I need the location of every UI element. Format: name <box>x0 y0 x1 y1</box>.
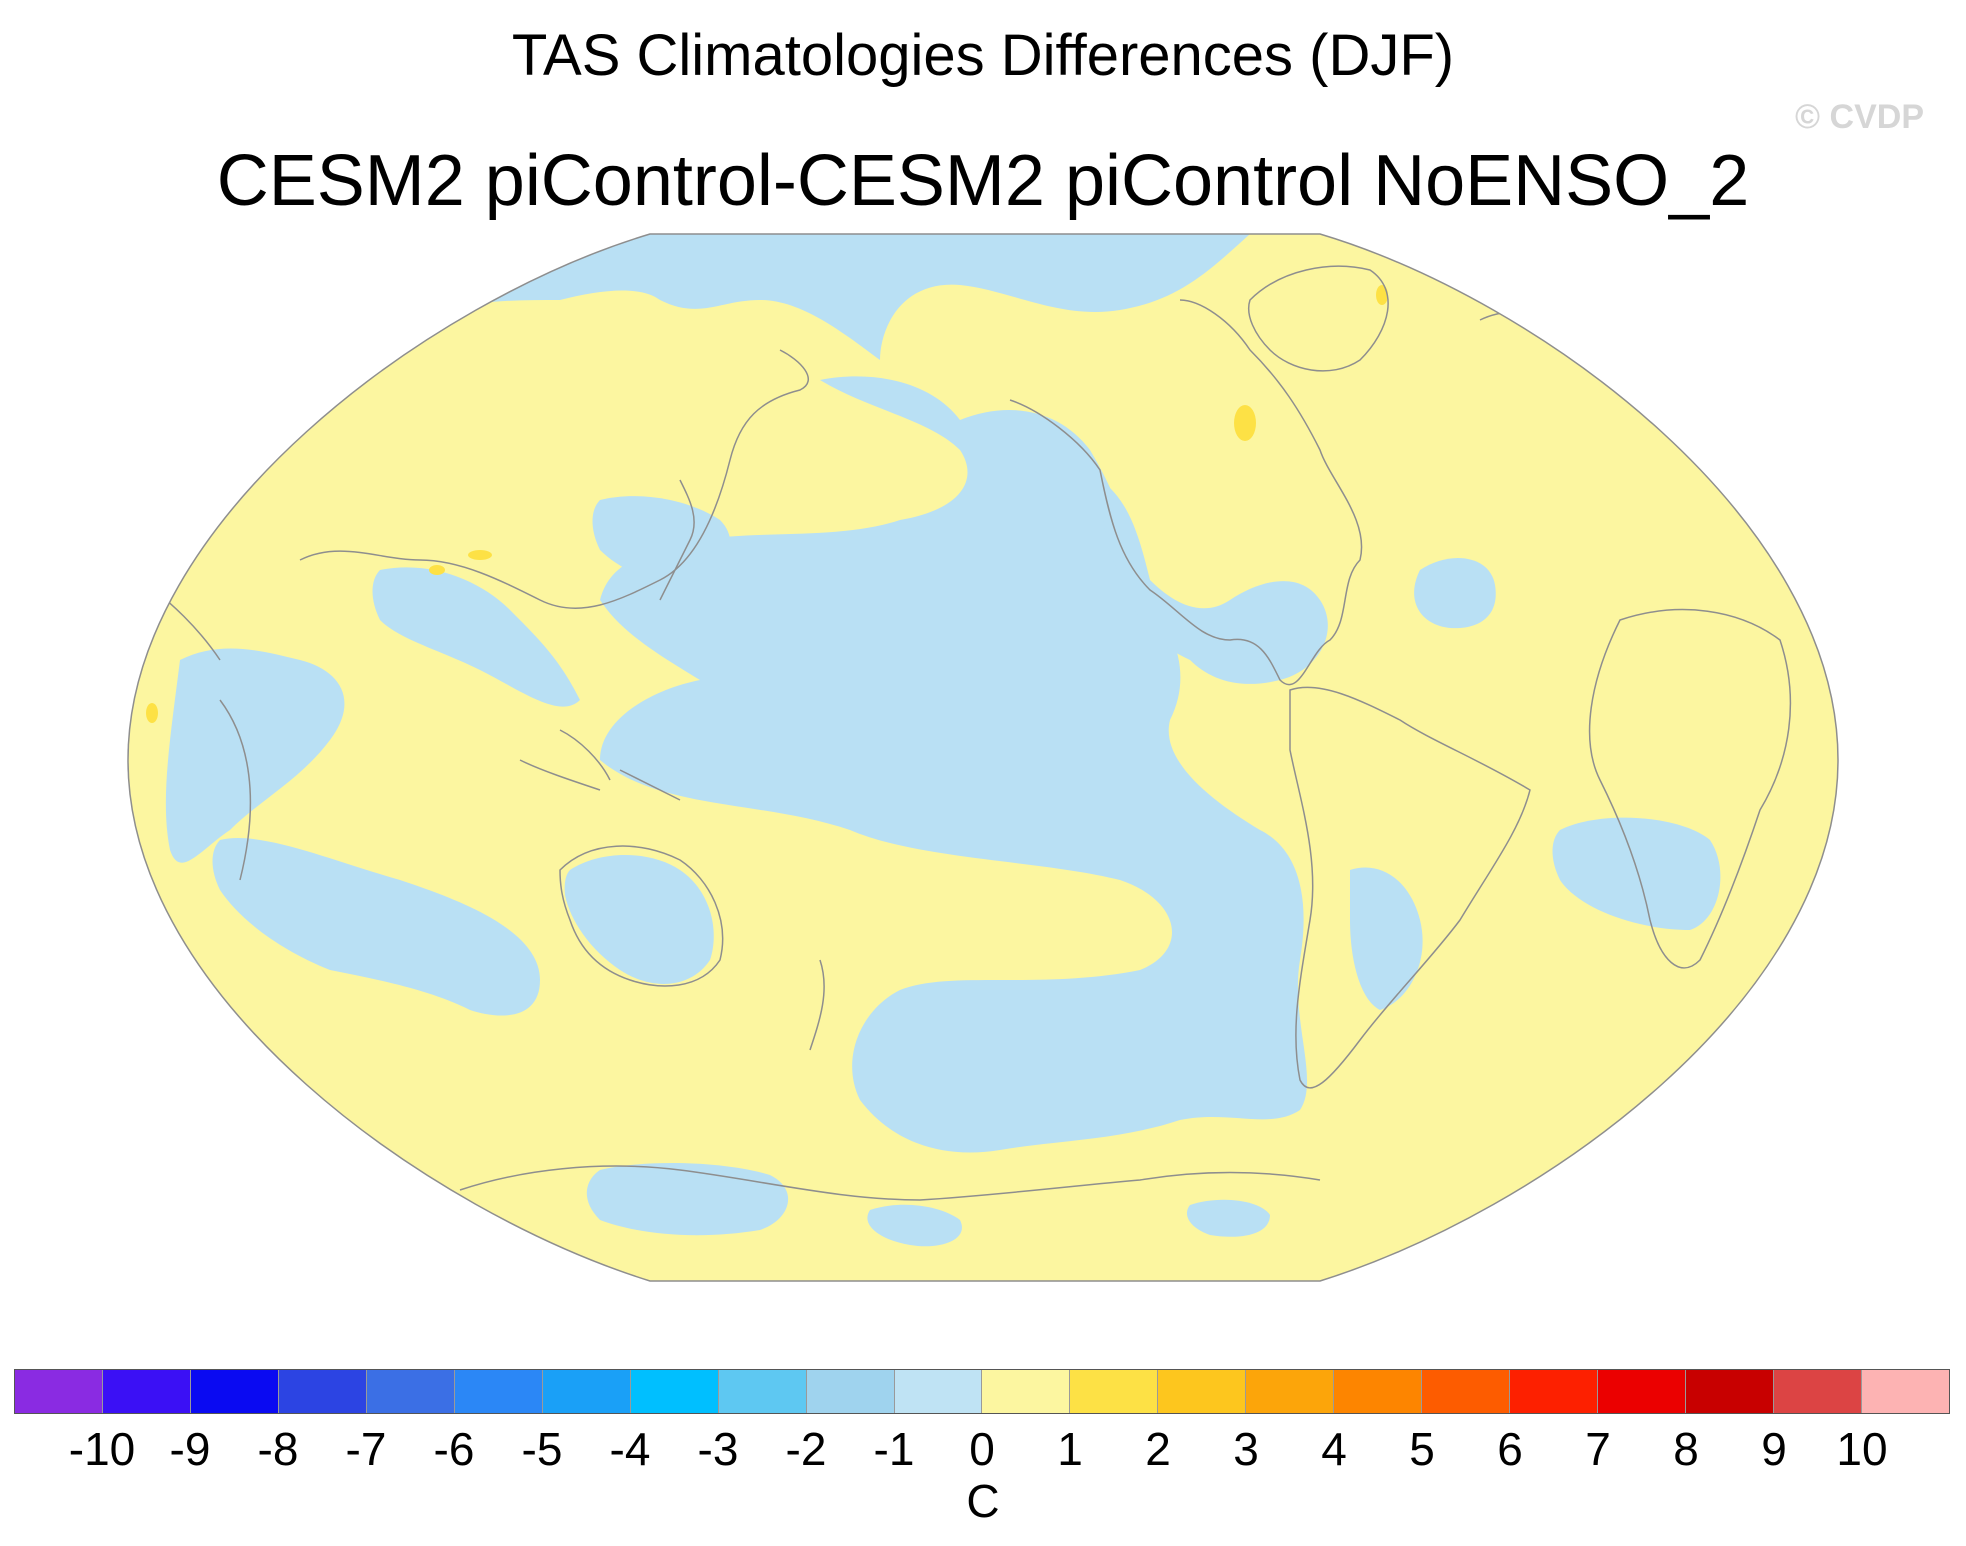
south-atlantic-cool-region <box>1552 817 1721 930</box>
colorbar-tick: 8 <box>1673 1423 1699 1475</box>
asia-warm-spot <box>429 565 445 575</box>
chart-title: TAS Climatologies Differences (DJF) <box>511 23 1455 88</box>
globe-outline <box>127 233 1839 1282</box>
coastlines <box>139 265 1792 1201</box>
colorbar-tick: 9 <box>1761 1423 1787 1475</box>
africa-coastline <box>1588 608 1792 969</box>
southern-ocean-cool-region <box>586 1163 789 1236</box>
chart-subtitle: CESM2 piControl-CESM2 piControl NoENSO_2 <box>216 141 1750 221</box>
arctic-cool-region <box>439 234 1250 360</box>
colorbar-box <box>1773 1370 1862 1413</box>
indian-ocean-cool-region <box>165 648 345 863</box>
colorbar-box <box>1333 1370 1422 1413</box>
warming-spots <box>146 285 1388 723</box>
north-atlantic-cool-region <box>1414 558 1496 629</box>
colorbar-box <box>541 1370 630 1413</box>
new-zealand-coastline <box>809 959 825 1051</box>
colorbar-tick: 10 <box>1836 1423 1888 1475</box>
colorbar-box <box>277 1370 366 1413</box>
colorbar-box <box>1861 1370 1949 1413</box>
tibet-warm-spot <box>468 550 492 560</box>
colorbar-tick: 0 <box>969 1423 995 1475</box>
africa-warm-spot <box>146 703 158 723</box>
indonesia-coastline <box>519 729 681 801</box>
colorbar-tick: -6 <box>433 1423 475 1475</box>
south-america-coastline <box>1289 686 1531 1089</box>
cooling-regions <box>165 234 1721 1247</box>
colorbar-tick: 4 <box>1321 1423 1347 1475</box>
colorbar-tick: 7 <box>1585 1423 1611 1475</box>
north-america-cool-region <box>1100 480 1328 684</box>
north-america-coastline <box>1009 299 1363 686</box>
colorbar-tick: -8 <box>257 1423 299 1475</box>
colorbar-box <box>1157 1370 1246 1413</box>
greenland-warm-spot <box>1376 285 1388 305</box>
colorbar-box <box>1421 1370 1510 1413</box>
south-indian-cool-region <box>212 838 540 1016</box>
weddell-cool-region <box>1186 1199 1270 1237</box>
colorbar-tick: -3 <box>697 1423 739 1475</box>
hudson-warm-spot <box>1234 405 1256 441</box>
colorbar-box <box>629 1370 718 1413</box>
colorbar-box <box>805 1370 894 1413</box>
antarctic-coast-cool-region <box>867 1204 962 1247</box>
colorbar-box <box>717 1370 806 1413</box>
japan-coastline <box>659 479 695 601</box>
colorbar-tick: 2 <box>1145 1423 1171 1475</box>
colorbar-box <box>15 1370 102 1413</box>
east-asia-cool-region <box>372 567 580 707</box>
australia-coastline <box>559 845 724 987</box>
colorbar-tick: -10 <box>68 1423 136 1475</box>
colorbar-box <box>1509 1370 1598 1413</box>
colorbar-tick: 1 <box>1057 1423 1083 1475</box>
colorbar-tick: -4 <box>609 1423 651 1475</box>
greenland-coastline <box>1248 265 1389 372</box>
colorbar-tick: 3 <box>1233 1423 1259 1475</box>
colorbar-box <box>1685 1370 1774 1413</box>
credit-watermark: © CVDP <box>1795 98 1924 136</box>
colorbar-tick-labels: -10 -9 -8 -7 -6 -5 -4 -3 -2 -1 0 1 2 3 4 5 6 7 8 9 10 <box>0 1422 1966 1482</box>
colorbar-tick: 5 <box>1409 1423 1435 1475</box>
japan-sea-cool-region <box>592 496 731 583</box>
colorbar-box <box>453 1370 542 1413</box>
colorbar-unit-label: C <box>966 1475 1000 1527</box>
asia-coastline <box>299 349 809 609</box>
colorbar-box <box>365 1370 454 1413</box>
colorbar-box <box>981 1370 1070 1413</box>
colorbar-box <box>101 1370 190 1413</box>
colorbar-tick: -7 <box>345 1423 387 1475</box>
colorbar-tick: -9 <box>169 1423 211 1475</box>
colorbar <box>14 1369 1950 1414</box>
antarctica-coastline <box>459 1165 1321 1201</box>
colorbar-box <box>1245 1370 1334 1413</box>
colorbar-box <box>189 1370 278 1413</box>
colorbar-tick: -1 <box>873 1423 915 1475</box>
colorbar-box <box>1597 1370 1686 1413</box>
australia-cool-region <box>564 855 714 984</box>
colorbar-box <box>1069 1370 1158 1413</box>
south-america-cool-region <box>1350 867 1423 1010</box>
colorbar-tick: -5 <box>521 1423 563 1475</box>
colorbar-box <box>893 1370 982 1413</box>
colorbar-tick: -2 <box>785 1423 827 1475</box>
colorbar-tick: 6 <box>1497 1423 1523 1475</box>
